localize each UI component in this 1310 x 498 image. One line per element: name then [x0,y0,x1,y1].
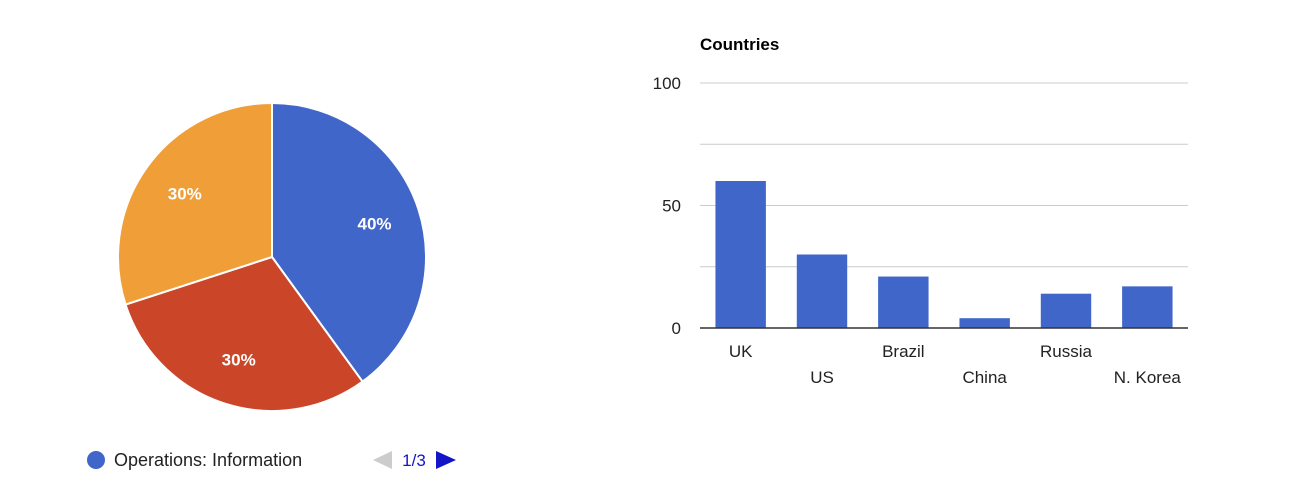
pie-slice-1[interactable] [124,255,364,412]
pie-chart: 40% 30% 30% [117,101,427,412]
bar-n-korea[interactable] [1122,286,1173,328]
pie-slice-label-2: 30% [168,185,202,204]
y-tick-label-100: 100 [653,74,681,93]
pager-text: 1/3 [402,451,426,470]
pie-slice-label-1: 30% [222,351,256,370]
pie-slice-label-0: 40% [358,215,392,234]
triangle-left-icon[interactable] [373,451,392,469]
bar-brazil[interactable] [878,276,929,328]
x-axis-labels: UK US Brazil China Russia N. Korea [729,342,1182,387]
x-tick-label-0: UK [729,342,753,361]
bar-china[interactable] [959,318,1010,328]
x-tick-label-4: Russia [1040,342,1093,361]
pie-slice-0[interactable] [271,101,427,383]
bar-chart: Countries 0 50 100 UK US Brazil China Russia N.… [653,35,1188,387]
x-tick-label-1: US [810,368,834,387]
gridlines [700,82,1188,268]
bars [700,181,1188,329]
bar-us[interactable] [796,254,848,329]
x-tick-label-5: N. Korea [1114,368,1182,387]
bar-uk[interactable] [715,181,766,328]
bar-russia[interactable] [1040,293,1092,328]
pie-slice-2[interactable] [117,101,273,306]
legend-label: Operations: Information [114,450,302,470]
y-tick-label-0: 0 [672,319,681,338]
x-tick-label-3: China [962,368,1007,387]
pie-legend: Operations: Information [87,450,302,470]
circle-marker-icon [87,451,105,469]
legend-pager: 1/3 [373,451,456,470]
y-tick-label-50: 50 [662,197,681,216]
chart-title: Countries [700,35,779,54]
y-axis-ticks: 0 50 100 [653,74,681,338]
triangle-right-icon[interactable] [436,451,456,469]
x-tick-label-2: Brazil [882,342,925,361]
